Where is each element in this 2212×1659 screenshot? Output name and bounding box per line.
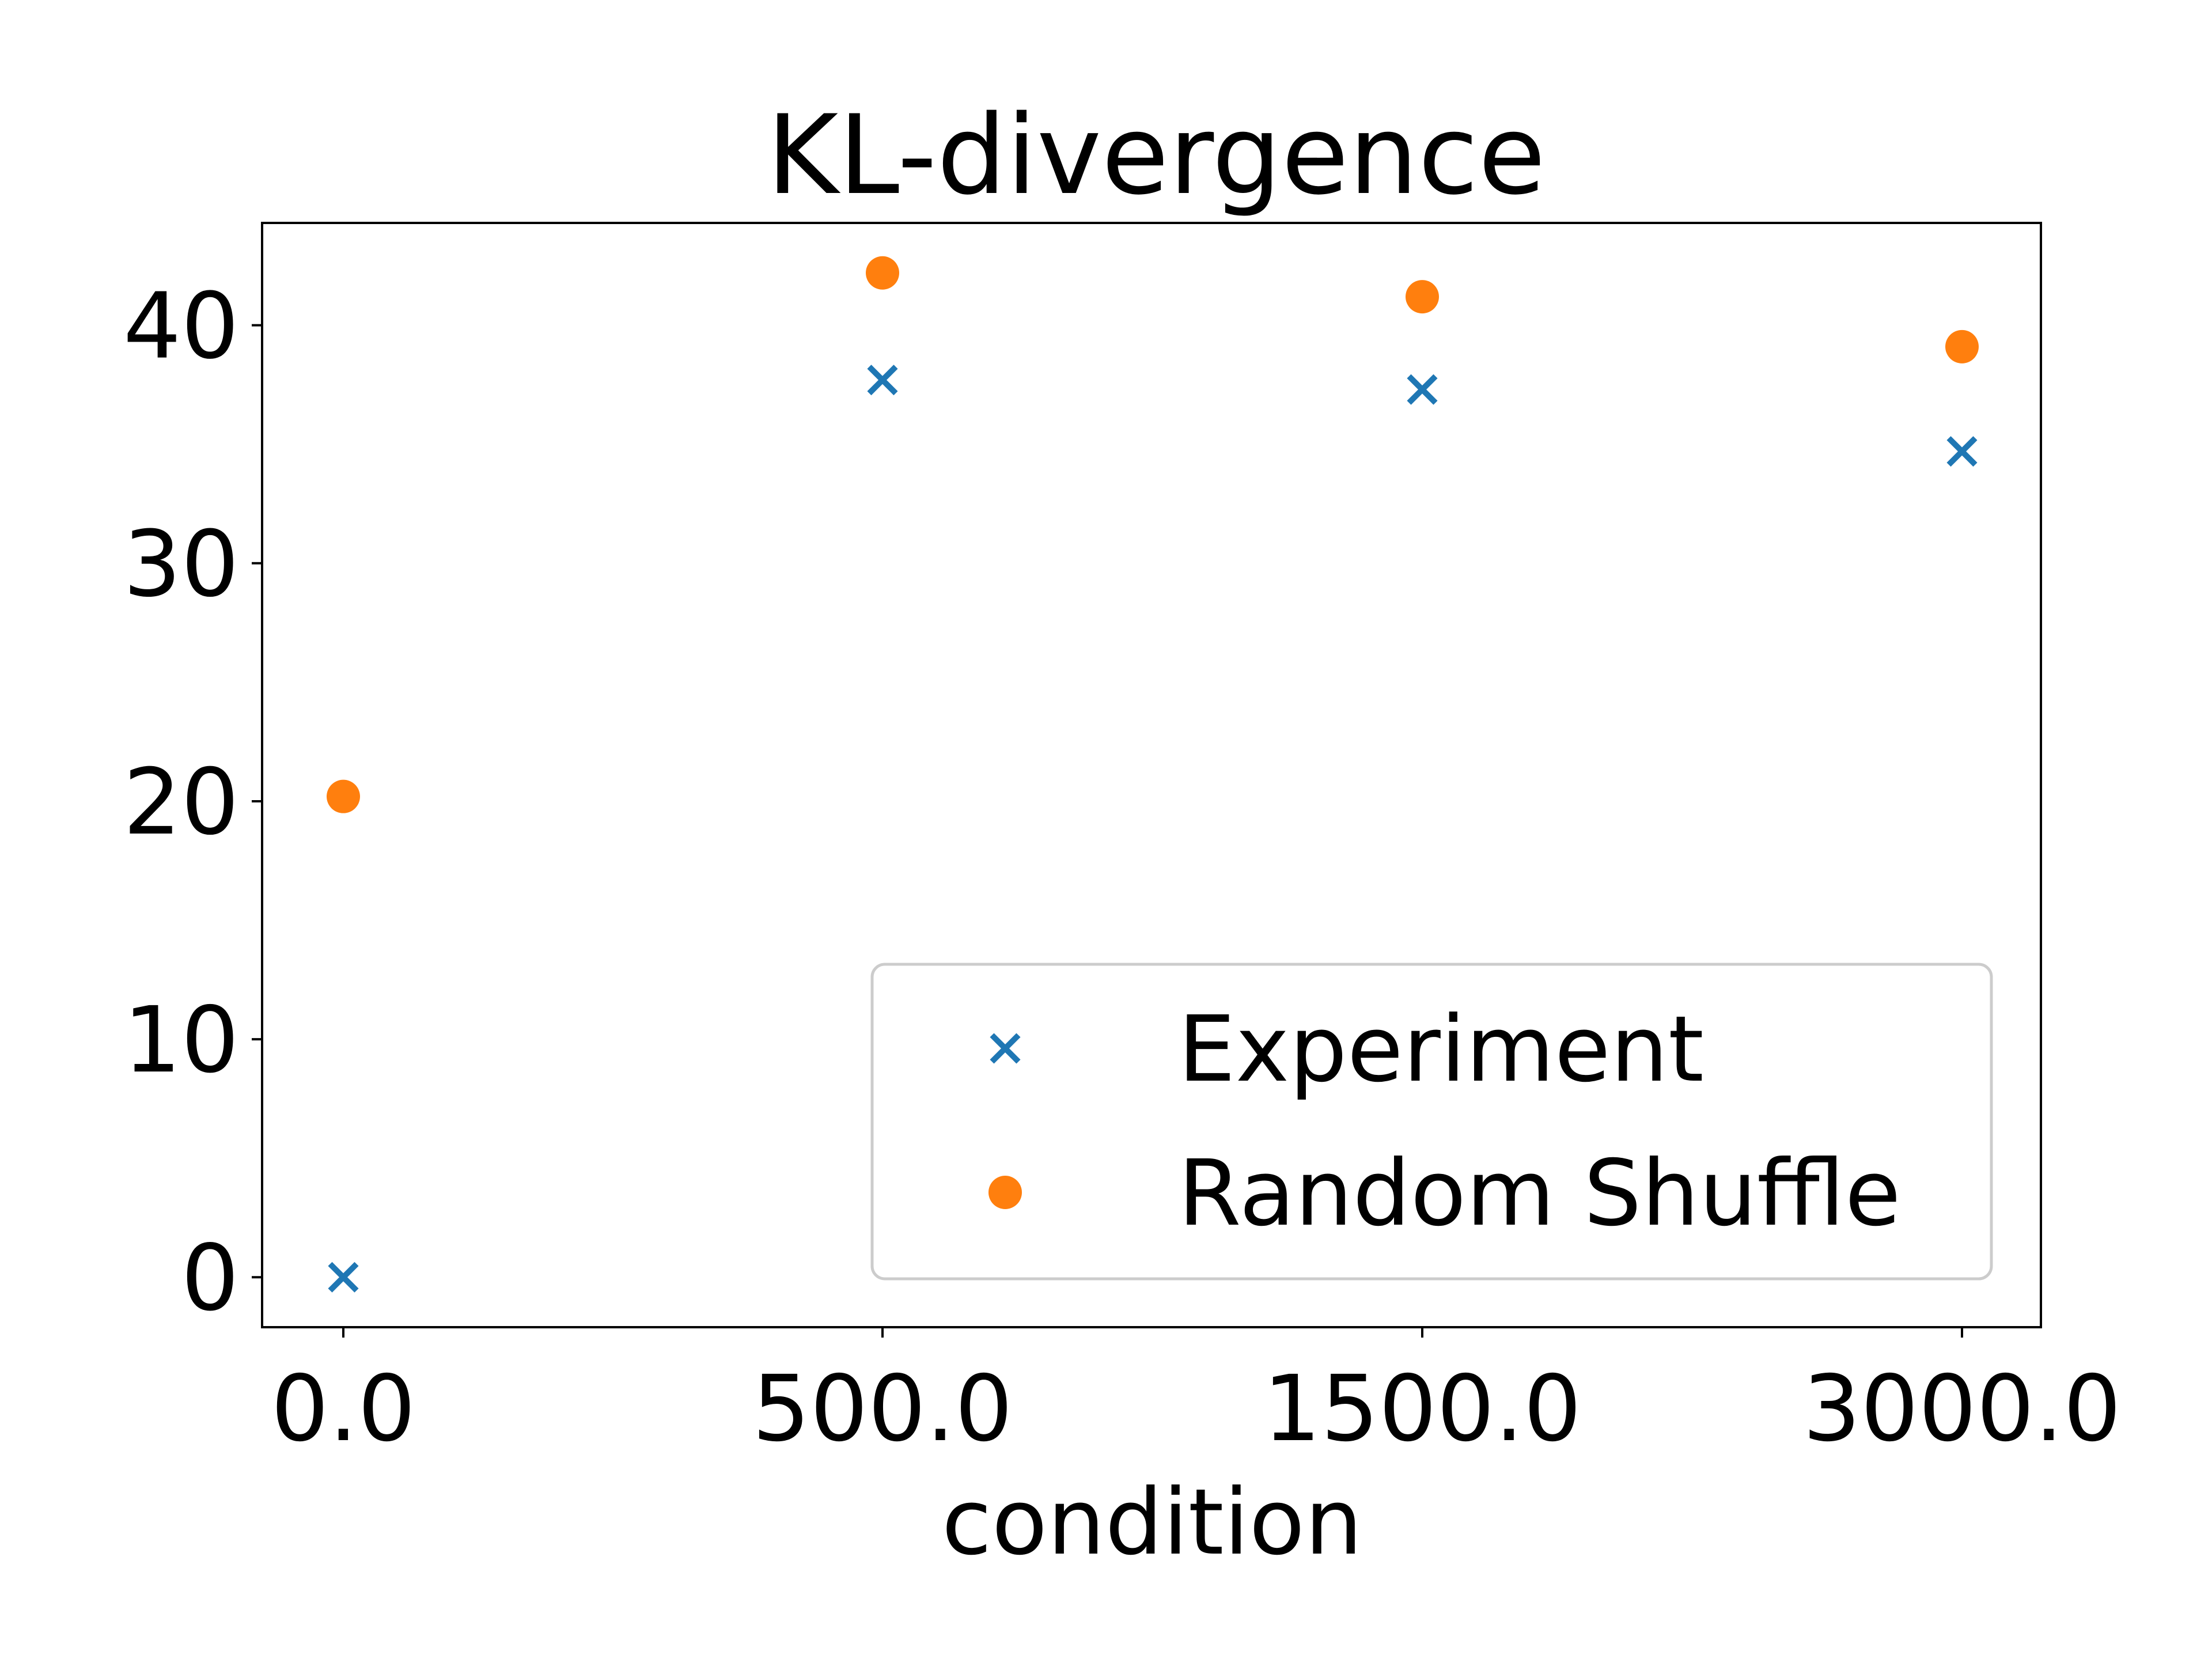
x-tick-label: 3000.0	[1803, 1356, 2122, 1462]
legend: Experiment Random Shuffle	[870, 963, 1993, 1281]
x-tick-label: 1500.0	[1263, 1356, 1582, 1462]
axis-ticks: 0 10 20 30 40 0.0 500.0 1500.0 3000.0	[123, 274, 2121, 1462]
axes-frame	[261, 222, 2042, 1328]
data-point-experiment	[867, 365, 898, 396]
legend-label: Random Shuffle	[1178, 1141, 1901, 1247]
plot-area	[327, 256, 1979, 1293]
y-tick-label: 40	[123, 274, 239, 380]
legend-marker-random-shuffle	[988, 1176, 1022, 1209]
y-tick-label: 20	[123, 749, 239, 855]
y-tick-label: 30	[123, 512, 239, 618]
x-axis-label: condition	[942, 1469, 1363, 1575]
y-tick-label: 0	[181, 1225, 239, 1331]
data-point-experiment	[328, 1262, 359, 1293]
data-point-experiment	[1407, 374, 1438, 405]
x-tick-label: 0.0	[271, 1356, 415, 1462]
data-point-random-shuffle	[1945, 329, 1979, 363]
data-point-experiment	[1946, 436, 1978, 467]
legend-box	[870, 963, 1993, 1281]
data-point-random-shuffle	[866, 256, 899, 290]
data-point-random-shuffle	[1406, 280, 1439, 314]
chart-title: KL-divergence	[767, 92, 1546, 219]
legend-label: Experiment	[1178, 997, 1704, 1103]
data-point-random-shuffle	[327, 779, 360, 813]
x-tick-label: 500.0	[752, 1356, 1013, 1462]
legend-marker-experiment	[990, 1033, 1021, 1064]
y-tick-label: 10	[123, 987, 239, 1093]
